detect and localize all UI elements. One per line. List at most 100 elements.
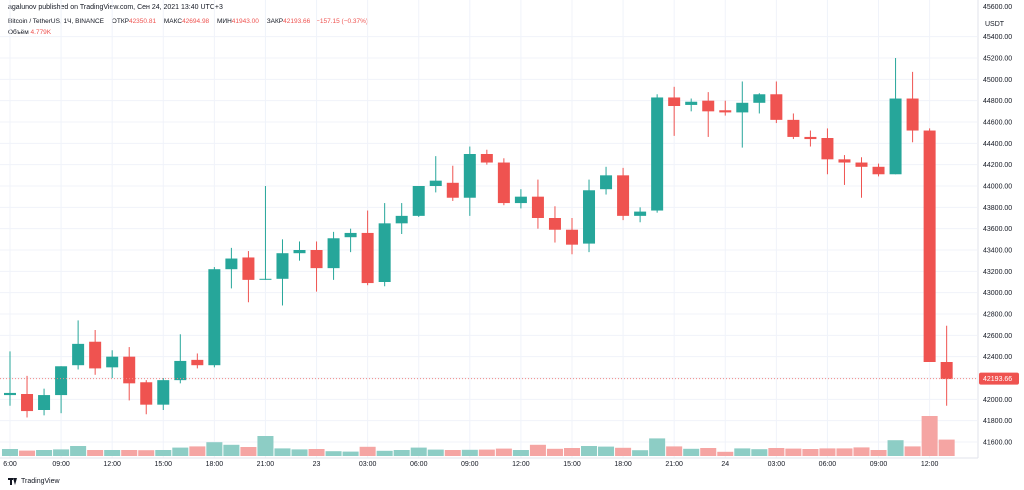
footer-brand[interactable]: TradingView xyxy=(8,478,60,485)
candle-body xyxy=(208,269,221,366)
candle-body xyxy=(583,190,596,244)
candle-body xyxy=(55,366,68,396)
time-axis[interactable]: 6:00 09:00 12:00 15:00 18:00 21:00 23 03:00 06:0… xyxy=(0,457,978,468)
volume-bar xyxy=(172,447,189,456)
price-tick-label: 44200.00 xyxy=(983,162,1012,169)
volume-bar xyxy=(546,448,563,456)
volume-bar xyxy=(734,448,751,456)
time-tick-label: 15:00 xyxy=(563,461,581,468)
time-tick-label: 06:00 xyxy=(410,461,428,468)
price-tick-label: 43000.00 xyxy=(983,290,1012,297)
volume-bar xyxy=(495,448,512,456)
high-label: МАКС xyxy=(163,18,183,25)
volume-bars xyxy=(1,416,955,456)
candle-body xyxy=(38,395,51,410)
candle-body xyxy=(838,159,851,163)
low-value: 41943.00 xyxy=(231,18,259,25)
candle-body xyxy=(140,382,153,405)
volume-bar xyxy=(274,448,291,456)
time-tick-label: 6:00 xyxy=(3,461,17,468)
volume-bar xyxy=(87,450,104,456)
candle-body xyxy=(770,94,783,120)
time-tick-label: 06:00 xyxy=(819,461,837,468)
volume-bar xyxy=(240,447,257,456)
volume-bar xyxy=(257,436,274,456)
candle-body xyxy=(395,215,408,224)
volume-bar xyxy=(615,447,632,456)
volume-bar xyxy=(206,442,223,456)
price-tick-label: 41600.00 xyxy=(983,440,1012,447)
volume-bar xyxy=(683,448,700,456)
candle-body xyxy=(429,180,442,186)
volume-bar xyxy=(393,450,410,456)
volume-bar xyxy=(649,438,666,456)
volume-bar xyxy=(291,449,308,456)
price-axis[interactable]: 41600.0041800.0042000.0042200.0042400.00… xyxy=(977,0,1012,458)
volume-bar xyxy=(819,448,836,456)
volume-bar xyxy=(1,449,19,456)
candle-body xyxy=(804,136,817,140)
price-tick-label: 45000.00 xyxy=(983,77,1012,84)
candle-body xyxy=(463,154,476,198)
change-value: −157.15 (−0.37%) xyxy=(316,18,369,25)
candle-body xyxy=(310,250,323,269)
candle-body xyxy=(378,223,391,282)
volume-bar xyxy=(700,448,717,456)
price-tick-label-top: 45600.00 xyxy=(983,4,1012,11)
volume-bar xyxy=(138,450,155,456)
candle-body xyxy=(497,162,510,204)
close-label: ЗАКР xyxy=(266,18,284,25)
candle-body xyxy=(531,196,544,218)
time-tick-label: 12:00 xyxy=(512,461,530,468)
candle-body xyxy=(753,94,766,103)
volume-bar xyxy=(836,448,853,456)
candle-body xyxy=(617,175,630,216)
candle-body xyxy=(242,257,255,280)
candle-body xyxy=(361,232,374,284)
volume-bar xyxy=(189,446,206,456)
price-tick-label: 43600.00 xyxy=(983,226,1012,233)
last-price-tag-label: 42193.66 xyxy=(983,376,1012,383)
candle-body xyxy=(89,341,102,369)
price-tick-label: 45400.00 xyxy=(983,34,1012,41)
candle-body xyxy=(548,218,561,230)
candle-body xyxy=(412,186,425,216)
time-tick-label: 12:00 xyxy=(103,461,121,468)
candle-body xyxy=(123,356,136,384)
volume-bar xyxy=(666,446,683,456)
candle-body xyxy=(514,196,527,204)
open-label: ОТКР xyxy=(111,18,129,25)
volume-bar xyxy=(887,440,904,456)
volume-bar xyxy=(444,450,461,456)
candlesticks xyxy=(4,58,953,418)
volume-bar xyxy=(921,416,938,456)
price-tick-label: 44600.00 xyxy=(983,120,1012,127)
volume-bar xyxy=(376,450,393,456)
price-tick-label: 45200.00 xyxy=(983,56,1012,63)
time-tick-label: 09:00 xyxy=(52,461,70,468)
candle-body xyxy=(72,343,85,366)
price-tick-label: 42400.00 xyxy=(983,354,1012,361)
time-tick-label: 18:00 xyxy=(206,461,224,468)
volume-bar xyxy=(342,451,359,456)
brand-name: TradingView xyxy=(21,478,60,485)
time-tick-label: 12:00 xyxy=(921,461,939,468)
candle-body xyxy=(889,98,902,175)
chart-grid xyxy=(0,0,977,458)
volume-bar xyxy=(938,439,955,456)
candle-body xyxy=(634,211,647,216)
volume-bar xyxy=(632,450,649,456)
time-tick-label: 23 xyxy=(313,461,321,468)
time-tick-label: 03:00 xyxy=(359,461,377,468)
time-tick-label: 21:00 xyxy=(665,461,683,468)
volume-bar xyxy=(70,446,87,456)
candle-body xyxy=(923,130,936,362)
volume-bar xyxy=(904,446,921,456)
volume-bar xyxy=(802,449,819,456)
candle-body xyxy=(157,380,170,405)
volume-bar xyxy=(529,444,546,456)
time-tick-label: 24 xyxy=(721,461,729,468)
time-tick-label: 15:00 xyxy=(155,461,173,468)
candle-body xyxy=(651,97,664,211)
